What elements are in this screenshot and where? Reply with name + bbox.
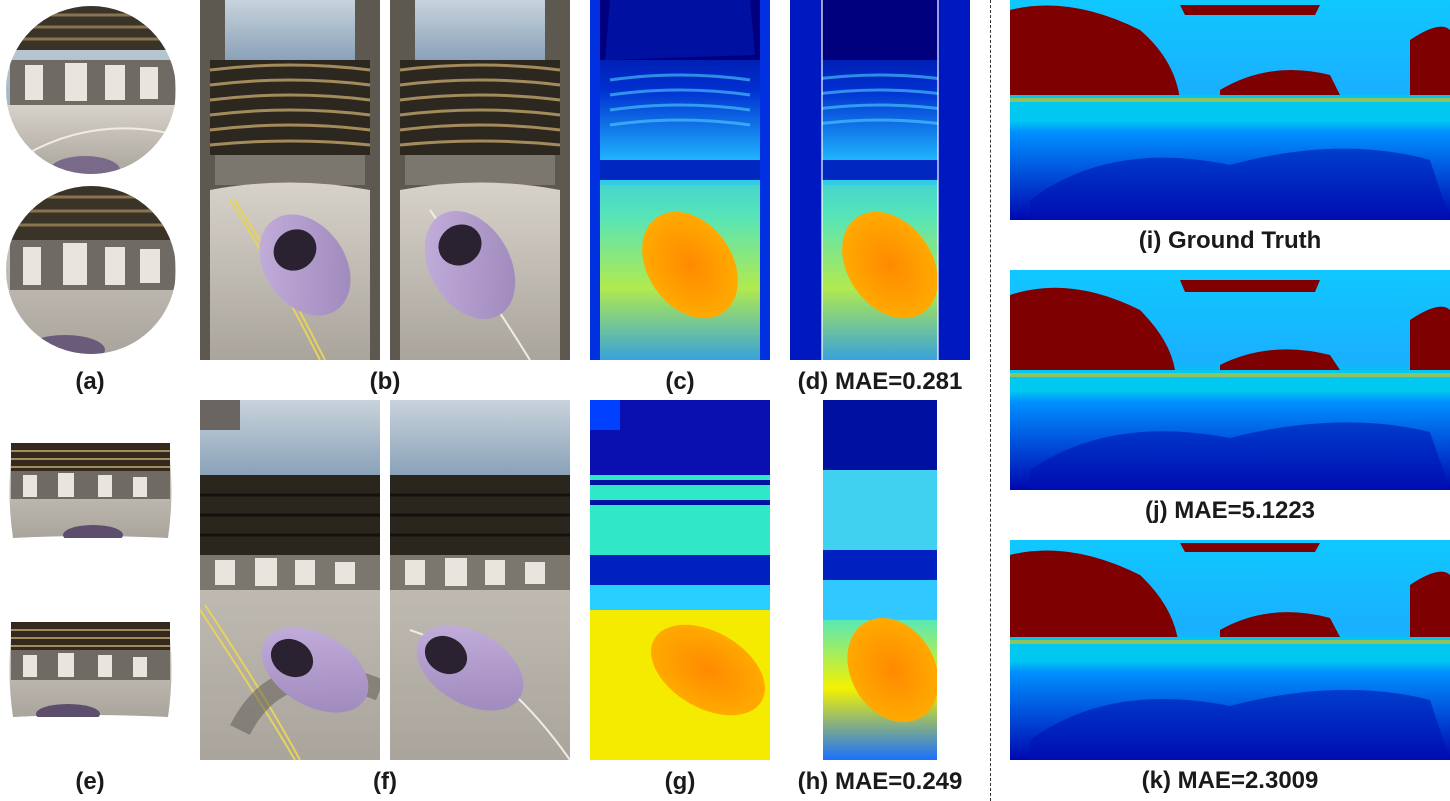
- panorama-depth-j: [1010, 270, 1450, 490]
- caption-f: (f): [373, 768, 397, 795]
- depth-map-g: [590, 400, 770, 760]
- caption-i: (i) Ground Truth: [1138, 227, 1322, 254]
- caption-a: (a): [75, 368, 105, 395]
- depth-map-d: [790, 0, 970, 360]
- depth-map-h: [823, 400, 937, 760]
- cylindrical-image-bottom: [8, 622, 173, 717]
- dashed-divider: [990, 0, 991, 801]
- depth-map-c: [590, 0, 770, 360]
- cylindrical-image-top: [8, 443, 173, 538]
- fisheye-image-top: [5, 5, 177, 175]
- fisheye-image-bottom: [5, 185, 177, 355]
- caption-e: (e): [75, 768, 105, 795]
- perspective-image-left: [200, 400, 380, 760]
- caption-k: (k) MAE=2.3009: [1141, 767, 1319, 794]
- panorama-depth-ground-truth: [1010, 0, 1450, 220]
- caption-b: (b): [369, 368, 401, 395]
- perspective-image-right: [390, 400, 570, 760]
- caption-d: (d) MAE=0.281: [797, 368, 963, 395]
- fisheye-unwrapped-left: [200, 0, 380, 360]
- caption-c: (c): [665, 368, 695, 395]
- caption-h: (h) MAE=0.249: [797, 768, 963, 795]
- fisheye-unwrapped-right: [390, 0, 570, 360]
- panorama-depth-k: [1010, 540, 1450, 760]
- caption-g: (g): [664, 768, 696, 795]
- caption-j: (j) MAE=5.1223: [1144, 497, 1316, 524]
